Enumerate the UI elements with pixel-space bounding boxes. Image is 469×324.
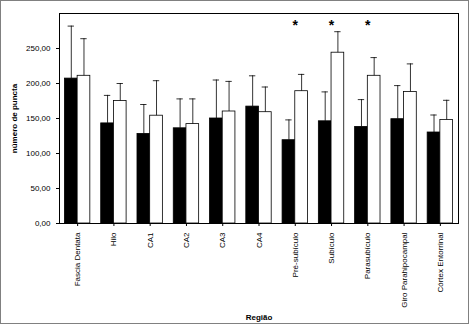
- svg-text:*: *: [293, 17, 299, 33]
- svg-text:Fascia Dentata: Fascia Dentata: [73, 232, 82, 286]
- svg-text:número de puncta: número de puncta: [10, 83, 19, 153]
- svg-text:Hilo: Hilo: [109, 232, 118, 246]
- svg-text:200,00: 200,00: [26, 79, 51, 88]
- svg-text:Parasubículo: Parasubículo: [363, 232, 372, 279]
- svg-text:CA1: CA1: [146, 232, 155, 248]
- svg-text:250,00: 250,00: [26, 44, 51, 53]
- svg-text:100,00: 100,00: [26, 149, 51, 158]
- svg-text:Córtex Entorrinal: Córtex Entorrinal: [436, 232, 445, 292]
- svg-text:Giro Parahipocampal: Giro Parahipocampal: [400, 232, 409, 307]
- svg-text:CA4: CA4: [255, 232, 264, 248]
- svg-text:Região: Região: [246, 313, 273, 322]
- svg-text:Pré-subículo: Pré-subículo: [291, 232, 300, 277]
- svg-text:0,00: 0,00: [35, 219, 51, 228]
- svg-text:CA2: CA2: [182, 232, 191, 248]
- svg-text:Subículo: Subículo: [327, 232, 336, 264]
- svg-text:*: *: [365, 17, 371, 33]
- svg-text:50,00: 50,00: [30, 184, 51, 193]
- svg-text:150,00: 150,00: [26, 114, 51, 123]
- svg-text:CA3: CA3: [218, 232, 227, 248]
- svg-text:*: *: [329, 17, 335, 33]
